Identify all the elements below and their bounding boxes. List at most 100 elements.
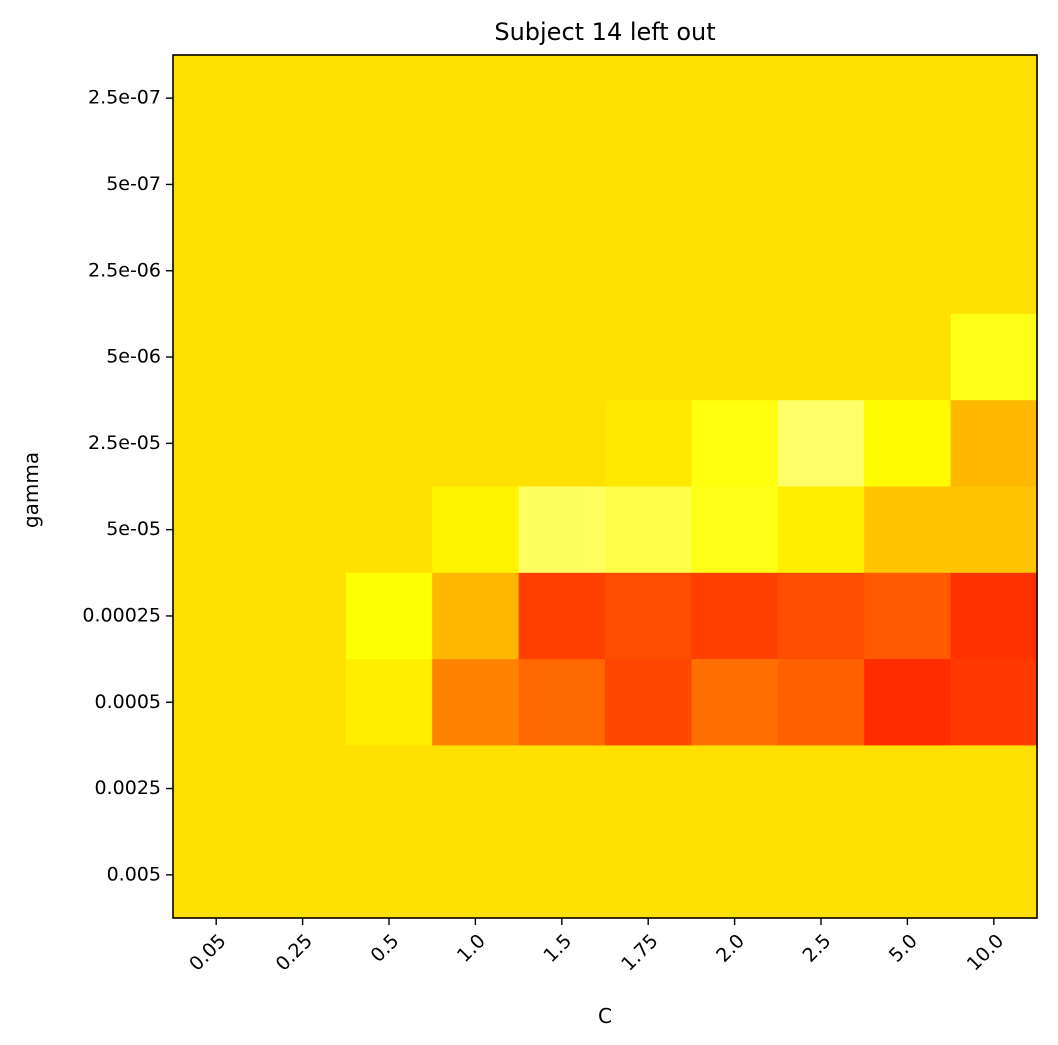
heatmap-cell	[950, 400, 1038, 488]
y-tick-label: 0.005	[107, 863, 161, 885]
heatmap-cell	[173, 659, 260, 746]
heatmap-cell	[518, 55, 606, 142]
x-tick-label: 0.25	[272, 930, 317, 975]
heatmap-cell	[864, 141, 952, 229]
heatmap-cell	[950, 572, 1038, 660]
heatmap-cell	[432, 55, 520, 142]
heatmap-cell	[345, 227, 433, 315]
heatmap-cell	[432, 313, 520, 401]
heatmap-cell	[259, 227, 347, 315]
heatmap-cell	[864, 313, 952, 401]
heatmap-cell	[518, 486, 606, 574]
x-tick-label: 2.5	[799, 930, 836, 967]
y-tick-label: 5e-06	[106, 346, 161, 368]
chart-title: Subject 14 left out	[494, 18, 715, 46]
heatmap-cell	[259, 831, 347, 919]
heatmap-cell	[345, 745, 433, 833]
heatmap-cell	[518, 313, 606, 401]
heatmap-cell	[259, 313, 347, 401]
heatmap-cell	[605, 227, 692, 315]
heatmap-cell	[605, 659, 692, 746]
heatmap-cell	[518, 227, 606, 315]
x-tick-label: 10.0	[963, 930, 1008, 975]
heatmap-cell	[432, 745, 520, 833]
heatmap-cell	[173, 227, 260, 315]
heatmap-cell	[432, 831, 520, 919]
heatmap-cell	[605, 486, 692, 574]
heatmap-cell	[605, 313, 692, 401]
heatmap-cell	[950, 831, 1038, 919]
heatmap-cell	[518, 141, 606, 229]
heatmap-cell	[691, 55, 779, 142]
heatmap-cell	[691, 227, 779, 315]
heatmap-cell	[950, 659, 1038, 746]
heatmap-cell	[173, 745, 260, 833]
heatmap-cell	[605, 745, 692, 833]
heatmap-cell	[432, 400, 520, 488]
heatmap-cell	[691, 400, 779, 488]
heatmap-cell	[259, 572, 347, 660]
heatmap-cell	[259, 400, 347, 488]
x-tick-label: 0.05	[185, 930, 230, 975]
y-axis-label: gamma	[19, 452, 43, 528]
heatmap-cell	[345, 141, 433, 229]
heatmap-cell	[345, 400, 433, 488]
heatmap-cell	[259, 486, 347, 574]
heatmap-cell	[864, 55, 952, 142]
x-tick-label: 5.0	[885, 930, 922, 967]
heatmap-cells	[173, 55, 1038, 919]
heatmap-cell	[605, 831, 692, 919]
heatmap-cell	[777, 486, 865, 574]
x-axis-ticks: 0.05 0.25 0.5 1.0 1.5 1.75 2.0 2.5 5.0 10.0	[185, 918, 1008, 975]
heatmap-cell	[432, 227, 520, 315]
heatmap-cell	[518, 659, 606, 746]
heatmap-cell	[345, 831, 433, 919]
heatmap-cell	[691, 141, 779, 229]
heatmap-cell	[173, 572, 260, 660]
heatmap-cell	[345, 313, 433, 401]
x-tick-label: 1.0	[453, 930, 490, 967]
heatmap-cell	[345, 659, 433, 746]
heatmap-cell	[345, 486, 433, 574]
heatmap-cell	[691, 745, 779, 833]
heatmap-cell	[864, 745, 952, 833]
heatmap-cell	[950, 745, 1038, 833]
heatmap-cell	[864, 400, 952, 488]
heatmap-cell	[605, 572, 692, 660]
heatmap-cell	[864, 486, 952, 574]
heatmap-cell	[777, 572, 865, 660]
x-tick-label: 2.0	[712, 930, 749, 967]
heatmap-cell	[345, 55, 433, 142]
heatmap-cell	[950, 55, 1038, 142]
heatmap-cell	[518, 831, 606, 919]
y-tick-label: 0.0005	[95, 691, 161, 713]
y-tick-label: 0.00025	[82, 604, 161, 626]
heatmap-cell	[777, 831, 865, 919]
heatmap-cell	[173, 400, 260, 488]
heatmap-cell	[518, 400, 606, 488]
heatmap-cell	[777, 313, 865, 401]
heatmap-cell	[691, 313, 779, 401]
heatmap-cell	[173, 313, 260, 401]
heatmap-cell	[777, 400, 865, 488]
y-axis-ticks: 2.5e-07 5e-07 2.5e-06 5e-06 2.5e-05 5e-05 0.00…	[82, 87, 173, 885]
heatmap-cell	[691, 486, 779, 574]
heatmap-cell	[173, 831, 260, 919]
heatmap-cell	[605, 55, 692, 142]
heatmap-cell	[777, 141, 865, 229]
heatmap-cell	[432, 486, 520, 574]
heatmap-cell	[777, 227, 865, 315]
heatmap-cell	[518, 572, 606, 660]
y-tick-label: 0.0025	[95, 777, 161, 799]
heatmap-cell	[777, 659, 865, 746]
heatmap-cell	[950, 313, 1038, 401]
axes-frame	[172, 54, 1038, 919]
heatmap-cell	[259, 745, 347, 833]
heatmap-cell	[605, 141, 692, 229]
x-axis-label: C	[598, 1004, 612, 1028]
heatmap-cell	[259, 55, 347, 142]
y-tick-label: 5e-05	[106, 518, 161, 540]
x-tick-label: 1.5	[539, 930, 576, 967]
heatmap-cell	[691, 831, 779, 919]
